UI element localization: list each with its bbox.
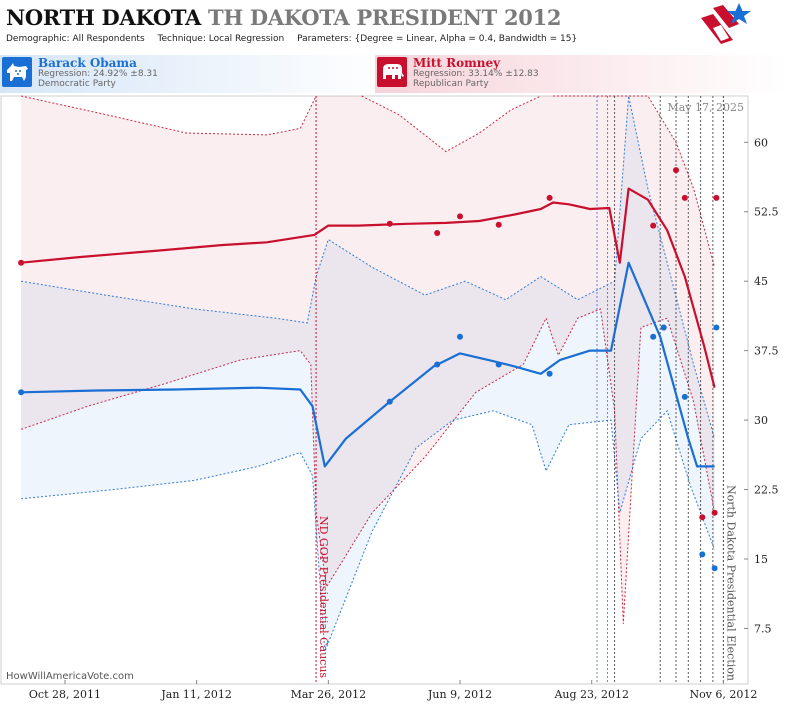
candidate-regression: Regression: 33.14% ±12.83 xyxy=(413,69,539,79)
poll-point xyxy=(386,220,393,227)
poll-point xyxy=(681,393,688,400)
y-tick-label: 15 xyxy=(754,553,768,566)
candidate-name: Barack Obama xyxy=(38,56,137,70)
axes: 7.5 15 22.5 30 37.5 45 52.5 60 Oct 28, 2011 Jan 1… xyxy=(29,136,779,701)
band-upper-b-0 xyxy=(361,95,542,153)
annotation-label: North Dakota Presidential Election xyxy=(724,485,737,681)
band-upper-c-0 xyxy=(553,95,716,268)
poll-points xyxy=(18,167,720,572)
candidate-regression: Regression: 24.92% ±8.31 xyxy=(38,69,158,79)
header: NORTH DAKOTA TH DAKOTA PRESIDENT 2012 De… xyxy=(0,0,789,50)
poll-point xyxy=(711,509,718,516)
event-lines: ND GOP Presidential Caucus North Dakota P… xyxy=(315,96,737,684)
poll-point xyxy=(457,213,463,220)
candidate-bar: Barack Obama Regression: 24.92% ±8.31 De… xyxy=(0,55,789,93)
poll-point xyxy=(711,565,718,572)
x-tick-label: Mar 26, 2012 xyxy=(291,688,367,701)
poll-point xyxy=(713,194,720,201)
regression-lines xyxy=(20,187,716,468)
candidate-obama: Barack Obama Regression: 24.92% ±8.31 De… xyxy=(0,55,390,93)
y-tick-label: 30 xyxy=(754,414,768,427)
poll-point xyxy=(434,361,441,368)
y-tick-label: 22.5 xyxy=(754,484,779,497)
parameters-line: Demographic: All Respondents Technique: … xyxy=(6,34,577,44)
poll-point xyxy=(434,230,441,236)
regression-line-1 xyxy=(21,261,715,468)
poll-point xyxy=(699,551,706,558)
candidate-name: Mitt Romney xyxy=(413,56,501,70)
date-stamp: May 17, 2025 xyxy=(667,101,744,114)
x-tick-label: Jun 9, 2012 xyxy=(427,688,492,701)
x-tick-label: Nov 6, 2012 xyxy=(689,688,757,701)
watermark: HowWillAmericaVote.com xyxy=(6,671,134,682)
candidate-party: Democratic Party xyxy=(38,79,116,89)
x-tick-label: Aug 23, 2012 xyxy=(553,688,629,701)
poll-point xyxy=(495,221,502,228)
band-lower-0 xyxy=(20,308,716,624)
poll-point xyxy=(650,333,657,340)
technique-label: Technique: xyxy=(157,34,206,44)
y-tick-label: 45 xyxy=(754,275,768,288)
poll-point xyxy=(386,398,393,405)
x-tick-label: Oct 28, 2011 xyxy=(29,688,101,701)
regression-line-0 xyxy=(20,187,716,388)
candidate-party: Republican Party xyxy=(413,79,489,89)
elephant-icon xyxy=(377,57,407,87)
poll-point xyxy=(457,333,463,340)
parameters-value: {Degree = Linear, Alpha = 0.4, Bandwidth… xyxy=(354,34,578,44)
parameters-label: Parameters: xyxy=(297,34,352,44)
y-tick-label: 7.5 xyxy=(754,622,772,635)
candidate-romney: Mitt Romney Regression: 33.14% ±12.83 Re… xyxy=(375,55,789,93)
poll-point xyxy=(18,389,25,396)
band-upper-1 xyxy=(21,95,716,439)
y-tick-label: 52.5 xyxy=(754,206,779,219)
poll-point xyxy=(673,167,679,174)
poll-point xyxy=(650,222,657,229)
site-logo-icon xyxy=(701,3,751,44)
annotation-label: ND GOP Presidential Caucus xyxy=(317,516,330,678)
poll-point xyxy=(18,259,25,266)
band-lower-1 xyxy=(21,409,716,652)
poll-point xyxy=(681,194,688,201)
poll-point xyxy=(660,324,667,331)
demographic-value: All Respondents xyxy=(72,34,145,44)
title-state: NORTH DAKOTA xyxy=(6,5,202,30)
y-tick-label: 37.5 xyxy=(754,345,779,358)
confidence-bands xyxy=(20,95,716,652)
poll-point xyxy=(713,324,720,331)
y-tick-label: 60 xyxy=(754,136,768,149)
donkey-icon xyxy=(2,57,32,87)
poll-point xyxy=(495,361,502,368)
technique-value: Local Regression xyxy=(208,34,285,44)
poll-point xyxy=(699,514,706,521)
title-race: TH DAKOTA PRESIDENT 2012 xyxy=(208,5,562,30)
x-tick-label: Jan 11, 2012 xyxy=(160,688,232,701)
band-fill-1 xyxy=(21,96,715,652)
poll-point xyxy=(546,194,553,201)
band-fill-0 xyxy=(21,96,715,624)
page-title: NORTH DAKOTA TH DAKOTA PRESIDENT 2012 xyxy=(6,5,562,30)
band-upper-0 xyxy=(20,95,317,136)
demographic-label: Demographic: xyxy=(6,34,70,44)
poll-point xyxy=(546,370,553,377)
